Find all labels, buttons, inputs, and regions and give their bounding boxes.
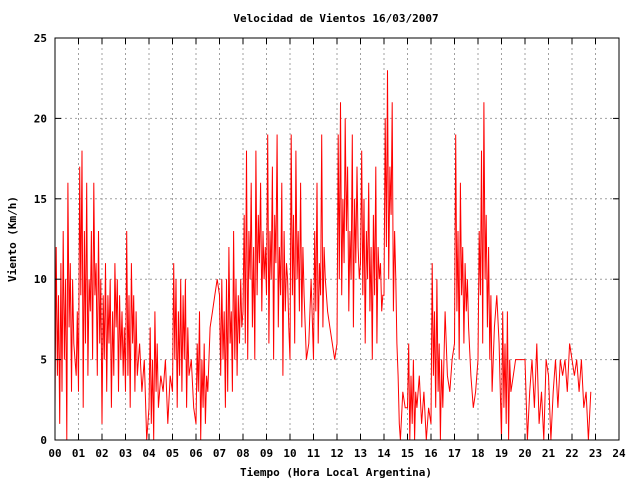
x-tick-label: 12 — [330, 447, 343, 460]
x-tick-label: 09 — [260, 447, 273, 460]
x-tick-label: 11 — [307, 447, 321, 460]
x-tick-label: 21 — [542, 447, 556, 460]
y-tick-label: 20 — [34, 112, 47, 125]
x-tick-label: 02 — [95, 447, 108, 460]
x-tick-label: 00 — [48, 447, 61, 460]
x-tick-label: 24 — [612, 447, 626, 460]
x-tick-label: 16 — [424, 447, 438, 460]
y-axis-label: Viento (Km/h) — [6, 196, 19, 282]
y-tick-label: 25 — [34, 32, 47, 45]
y-tick-labels: 0 5 10 15 20 25 — [34, 32, 47, 447]
tick-layer — [54, 37, 620, 441]
wind-speed-series-line — [54, 70, 592, 441]
x-tick-label: 10 — [283, 447, 296, 460]
x-tick-label: 01 — [72, 447, 86, 460]
x-tick-label: 08 — [236, 447, 249, 460]
grid-layer — [55, 38, 619, 440]
y-tick-label: 0 — [40, 434, 47, 447]
chart-title: Velocidad de Vientos 16/03/2007 — [233, 12, 438, 25]
x-tick-label: 13 — [354, 447, 367, 460]
series-layer — [54, 70, 592, 441]
x-tick-label: 22 — [565, 447, 578, 460]
x-tick-label: 03 — [119, 447, 132, 460]
x-axis-label: Tiempo (Hora Local Argentina) — [240, 466, 432, 479]
x-tick-label: 20 — [518, 447, 531, 460]
x-tick-label: 04 — [142, 447, 156, 460]
x-tick-label: 15 — [401, 447, 414, 460]
x-tick-label: 19 — [495, 447, 508, 460]
x-tick-label: 23 — [589, 447, 602, 460]
y-tick-label: 15 — [34, 193, 47, 206]
x-tick-label: 18 — [471, 447, 484, 460]
x-tick-label: 06 — [189, 447, 203, 460]
x-tick-labels: 00 01 02 03 04 05 06 07 08 09 10 11 12 13 14 15 16 17 18 19… — [48, 447, 626, 460]
y-tick-label: 10 — [34, 273, 47, 286]
x-tick-label: 07 — [213, 447, 226, 460]
x-tick-label: 14 — [377, 447, 391, 460]
x-tick-label: 05 — [166, 447, 179, 460]
x-tick-label: 17 — [448, 447, 461, 460]
y-tick-label: 5 — [40, 354, 47, 367]
